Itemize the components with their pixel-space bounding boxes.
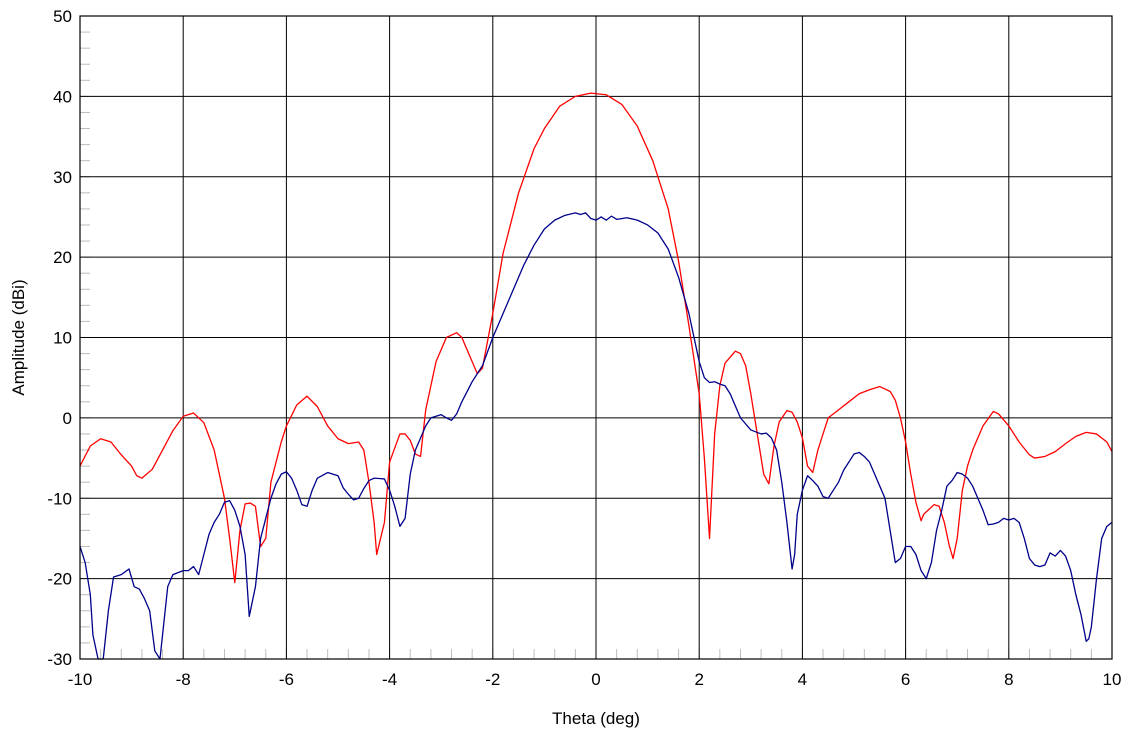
x-tick-label: -4 [382, 670, 397, 689]
x-tick-label: 4 [798, 670, 807, 689]
gridlines [80, 16, 1112, 659]
y-tick-label: -20 [47, 570, 72, 589]
y-tick-label: 40 [53, 87, 72, 106]
x-tick-label: 10 [1103, 670, 1122, 689]
x-tick-label: -6 [279, 670, 294, 689]
x-tick-label: 2 [694, 670, 703, 689]
x-tick-label: -2 [485, 670, 500, 689]
series-line-1 [79, 92, 1113, 584]
x-tick-label: -8 [176, 670, 191, 689]
series-lines [79, 92, 1113, 660]
plot-frame [79, 15, 1113, 660]
y-tick-label: 30 [53, 168, 72, 187]
x-axis-label: Theta (deg) [552, 709, 640, 728]
x-tick-label: 8 [1004, 670, 1013, 689]
y-tick-label: -10 [47, 489, 72, 508]
y-axis-label: Amplitude (dBi) [9, 279, 28, 395]
y-tick-label: -30 [47, 650, 72, 669]
y-tick-labels: -30 -20 -10 0 10 20 30 40 50 [47, 7, 72, 669]
x-tick-label: -10 [68, 670, 93, 689]
y-tick-label: 20 [53, 248, 72, 267]
y-tick-label: 10 [53, 329, 72, 348]
series-line-2 [79, 212, 1113, 660]
x-tick-label: 6 [901, 670, 910, 689]
x-tick-label: 0 [591, 670, 600, 689]
y-tick-label: 50 [53, 7, 72, 26]
y-tick-label: 0 [63, 409, 72, 428]
x-tick-labels: -10 -8 -6 -4 -2 0 2 4 6 8 10 [68, 670, 1122, 689]
